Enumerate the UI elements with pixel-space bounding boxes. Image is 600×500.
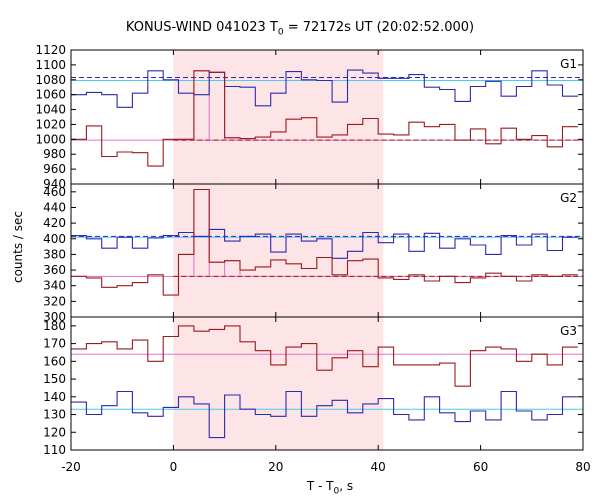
y-tick-label: 340: [43, 279, 66, 293]
y-tick-label: 460: [43, 185, 66, 199]
y-tick-label: 1100: [35, 58, 66, 72]
y-tick-label: 170: [43, 337, 66, 351]
x-tick-label: -20: [61, 460, 81, 474]
y-tick-label: 1080: [35, 73, 66, 87]
y-tick-label: 180: [43, 319, 66, 333]
panel-label-g1: G1: [560, 57, 577, 71]
y-tick-label: 140: [43, 390, 66, 404]
y-tick-label: 300: [43, 310, 66, 324]
y-tick-label: 320: [43, 294, 66, 308]
y-tick-label: 960: [43, 162, 66, 176]
g2-red-series: [71, 188, 578, 296]
y-tick-label: 380: [43, 247, 66, 261]
g1-blue-series: [71, 69, 578, 108]
y-tick-label: 420: [43, 216, 66, 230]
y-tick-label: 1000: [35, 132, 66, 146]
y-tick-label: 1040: [35, 103, 66, 117]
y-tick-label: 440: [43, 200, 66, 214]
highlight-interval: [173, 50, 384, 450]
panel-label-g3: G3: [560, 324, 577, 338]
x-tick-label: 20: [268, 460, 283, 474]
y-tick-label: 160: [43, 354, 66, 368]
y-tick-label: 1120: [35, 43, 66, 57]
x-tick-label: 0: [170, 460, 178, 474]
y-tick-label: 120: [43, 425, 66, 439]
y-tick-label: 1060: [35, 88, 66, 102]
y-tick-label: 1020: [35, 117, 66, 131]
g1-red-series: [71, 70, 578, 167]
y-tick-label: 150: [43, 372, 66, 386]
y-tick-label: 130: [43, 408, 66, 422]
y-tick-label: 980: [43, 147, 66, 161]
g3-red-series: [71, 325, 578, 387]
y-tick-label: 110: [43, 443, 66, 457]
y-tick-label: 400: [43, 232, 66, 246]
x-tick-label: 60: [473, 460, 488, 474]
y-tick-label: 360: [43, 263, 66, 277]
panel-label-g2: G2: [560, 191, 577, 205]
x-tick-label: 40: [371, 460, 386, 474]
g2-blue-series: [71, 228, 578, 259]
x-tick-label: 80: [575, 460, 590, 474]
chart-title: KONUS-WIND 041023 T0 = 72172s UT (20:02:…: [125, 20, 475, 38]
g3-frame: [70, 316, 584, 451]
g3-blue-series: [71, 390, 578, 439]
y-axis-label: counts / sec: [11, 211, 25, 284]
y-tick-label: 940: [43, 177, 66, 191]
x-axis-label: T - T0, s: [306, 479, 354, 497]
